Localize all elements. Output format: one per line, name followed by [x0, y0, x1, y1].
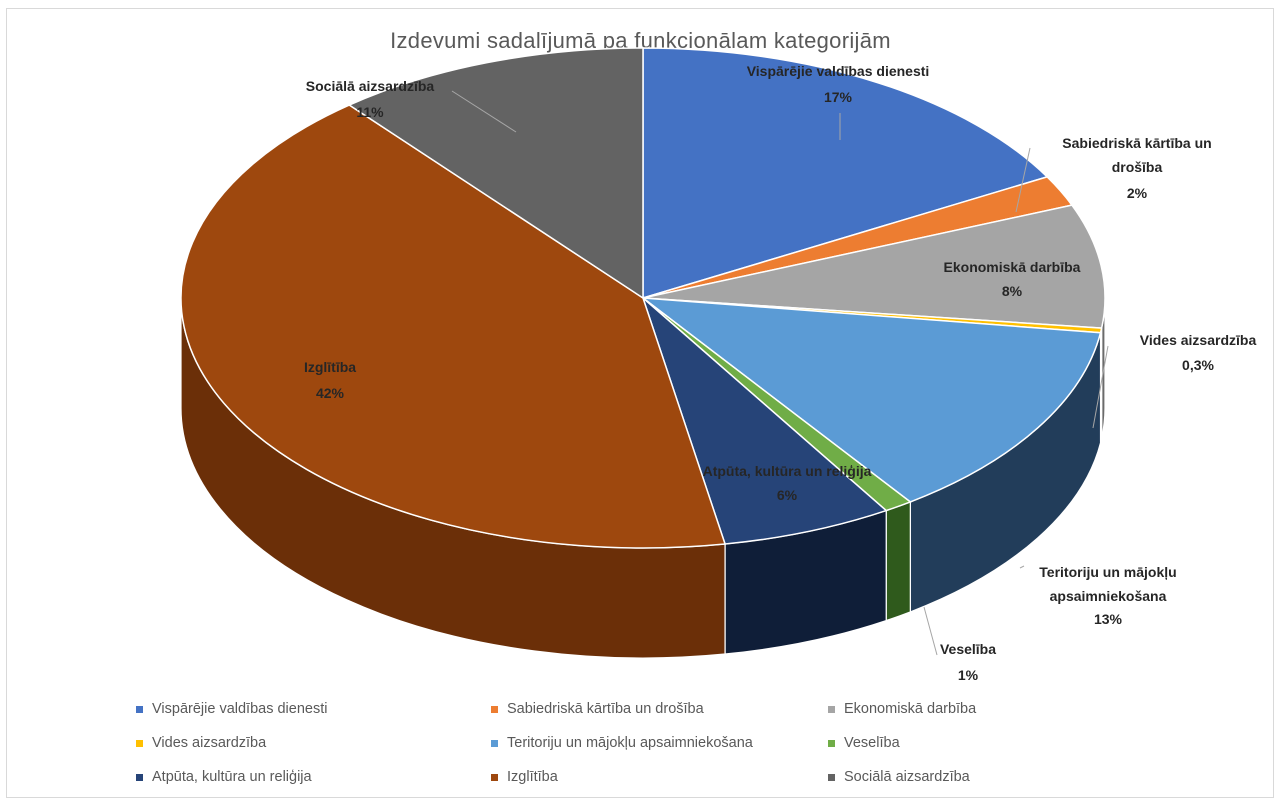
data-label-name-7: Izglītība — [304, 359, 356, 375]
legend-item-5[interactable]: Veselība — [822, 732, 1122, 754]
data-label-name-1: Sabiedriskā kārtība un — [1062, 135, 1211, 151]
data-label-name-1: drošība — [1112, 159, 1163, 175]
leader-lines — [451, 90, 1109, 656]
slice-6[interactable] — [641, 295, 888, 545]
legend-item-6[interactable]: Atpūta, kultūra un reliģija — [130, 766, 485, 788]
data-label-value-3: 0,3% — [1182, 357, 1214, 373]
legend-swatch — [828, 739, 835, 747]
legend-label: Atpūta, kultūra un reliģija — [152, 769, 312, 785]
legend-swatch — [136, 739, 143, 747]
slice-0[interactable] — [642, 47, 1049, 300]
data-label-name-4: apsaimniekošana — [1050, 588, 1167, 604]
data-label-name-2: Ekonomiskā darbība — [944, 259, 1081, 275]
data-label-value-7: 42% — [316, 385, 345, 401]
data-label-name-5: Veselība — [940, 641, 996, 657]
legend-label: Vispārējie valdības dienesti — [152, 701, 328, 717]
legend-label: Ekonomiskā darbība — [844, 701, 977, 717]
legend-label: Izglītība — [507, 769, 558, 785]
legend-item-2[interactable]: Ekonomiskā darbība — [822, 698, 1122, 720]
leader-line-3 — [1092, 345, 1109, 429]
legend-label: Sabiedriskā kārtība un drošība — [507, 701, 704, 717]
legend-item-3[interactable]: Vides aizsardzība — [130, 732, 485, 754]
data-label-name-3: Vides aizsardzība — [1140, 332, 1257, 348]
legend-item-7[interactable]: Izglītība — [485, 766, 822, 788]
legend-label: Teritoriju un mājokļu apsaimniekošana — [507, 735, 753, 751]
legend-swatch — [828, 705, 835, 713]
pie-top-layer — [180, 47, 1106, 549]
legend-swatch — [491, 773, 498, 781]
legend-item-0[interactable]: Vispārējie valdības dienesti — [130, 698, 485, 720]
legend-item-1[interactable]: Sabiedriskā kārtība un drošība — [485, 698, 822, 720]
data-label-value-1: 2% — [1127, 185, 1148, 201]
leader-line-1 — [1015, 147, 1031, 213]
data-label-name-8: Sociālā aizsardzība — [306, 78, 435, 94]
legend-swatch — [491, 705, 498, 713]
leader-line-4 — [1019, 565, 1025, 569]
data-label-value-2: 8% — [1002, 283, 1023, 299]
data-label-value-0: 17% — [824, 89, 853, 105]
pie-chart: Vispārējie valdības dienesti 17% Sabiedris… — [180, 47, 1257, 683]
legend-item-4[interactable]: Teritoriju un mājokļu apsaimniekošana — [485, 732, 822, 754]
slice-4[interactable] — [640, 297, 1102, 503]
data-label-name-6: Atpūta, kultūra un reliģija — [703, 463, 872, 479]
legend-label: Sociālā aizsardzība — [844, 769, 970, 785]
slice-side-5 — [885, 501, 911, 622]
data-labels: Vispārējie valdības dienesti 17% Sabiedris… — [304, 63, 1257, 683]
data-label-name-4: Teritoriju un mājokļu — [1039, 564, 1176, 580]
data-label-value-4: 13% — [1094, 611, 1123, 627]
legend-swatch — [136, 705, 143, 713]
legend-item-8[interactable]: Sociālā aizsardzība — [822, 766, 1122, 788]
leader-line-5 — [923, 606, 938, 656]
legend-swatch — [491, 739, 498, 747]
legend-swatch — [828, 773, 835, 781]
data-label-value-6: 6% — [777, 487, 798, 503]
data-label-name-0: Vispārējie valdības dienesti — [747, 63, 930, 79]
legend-label: Vides aizsardzība — [152, 735, 267, 751]
slice-7[interactable] — [180, 104, 727, 549]
legend-label: Veselība — [844, 735, 900, 751]
legend: Vispārējie valdības dienesti Sabiedriskā … — [130, 698, 1180, 788]
leader-line-8 — [451, 90, 517, 133]
data-label-value-5: 1% — [958, 667, 979, 683]
slice-2[interactable] — [642, 204, 1106, 329]
legend-swatch — [136, 773, 143, 781]
data-label-value-8: 11% — [356, 104, 384, 120]
slice-8[interactable] — [347, 47, 644, 300]
